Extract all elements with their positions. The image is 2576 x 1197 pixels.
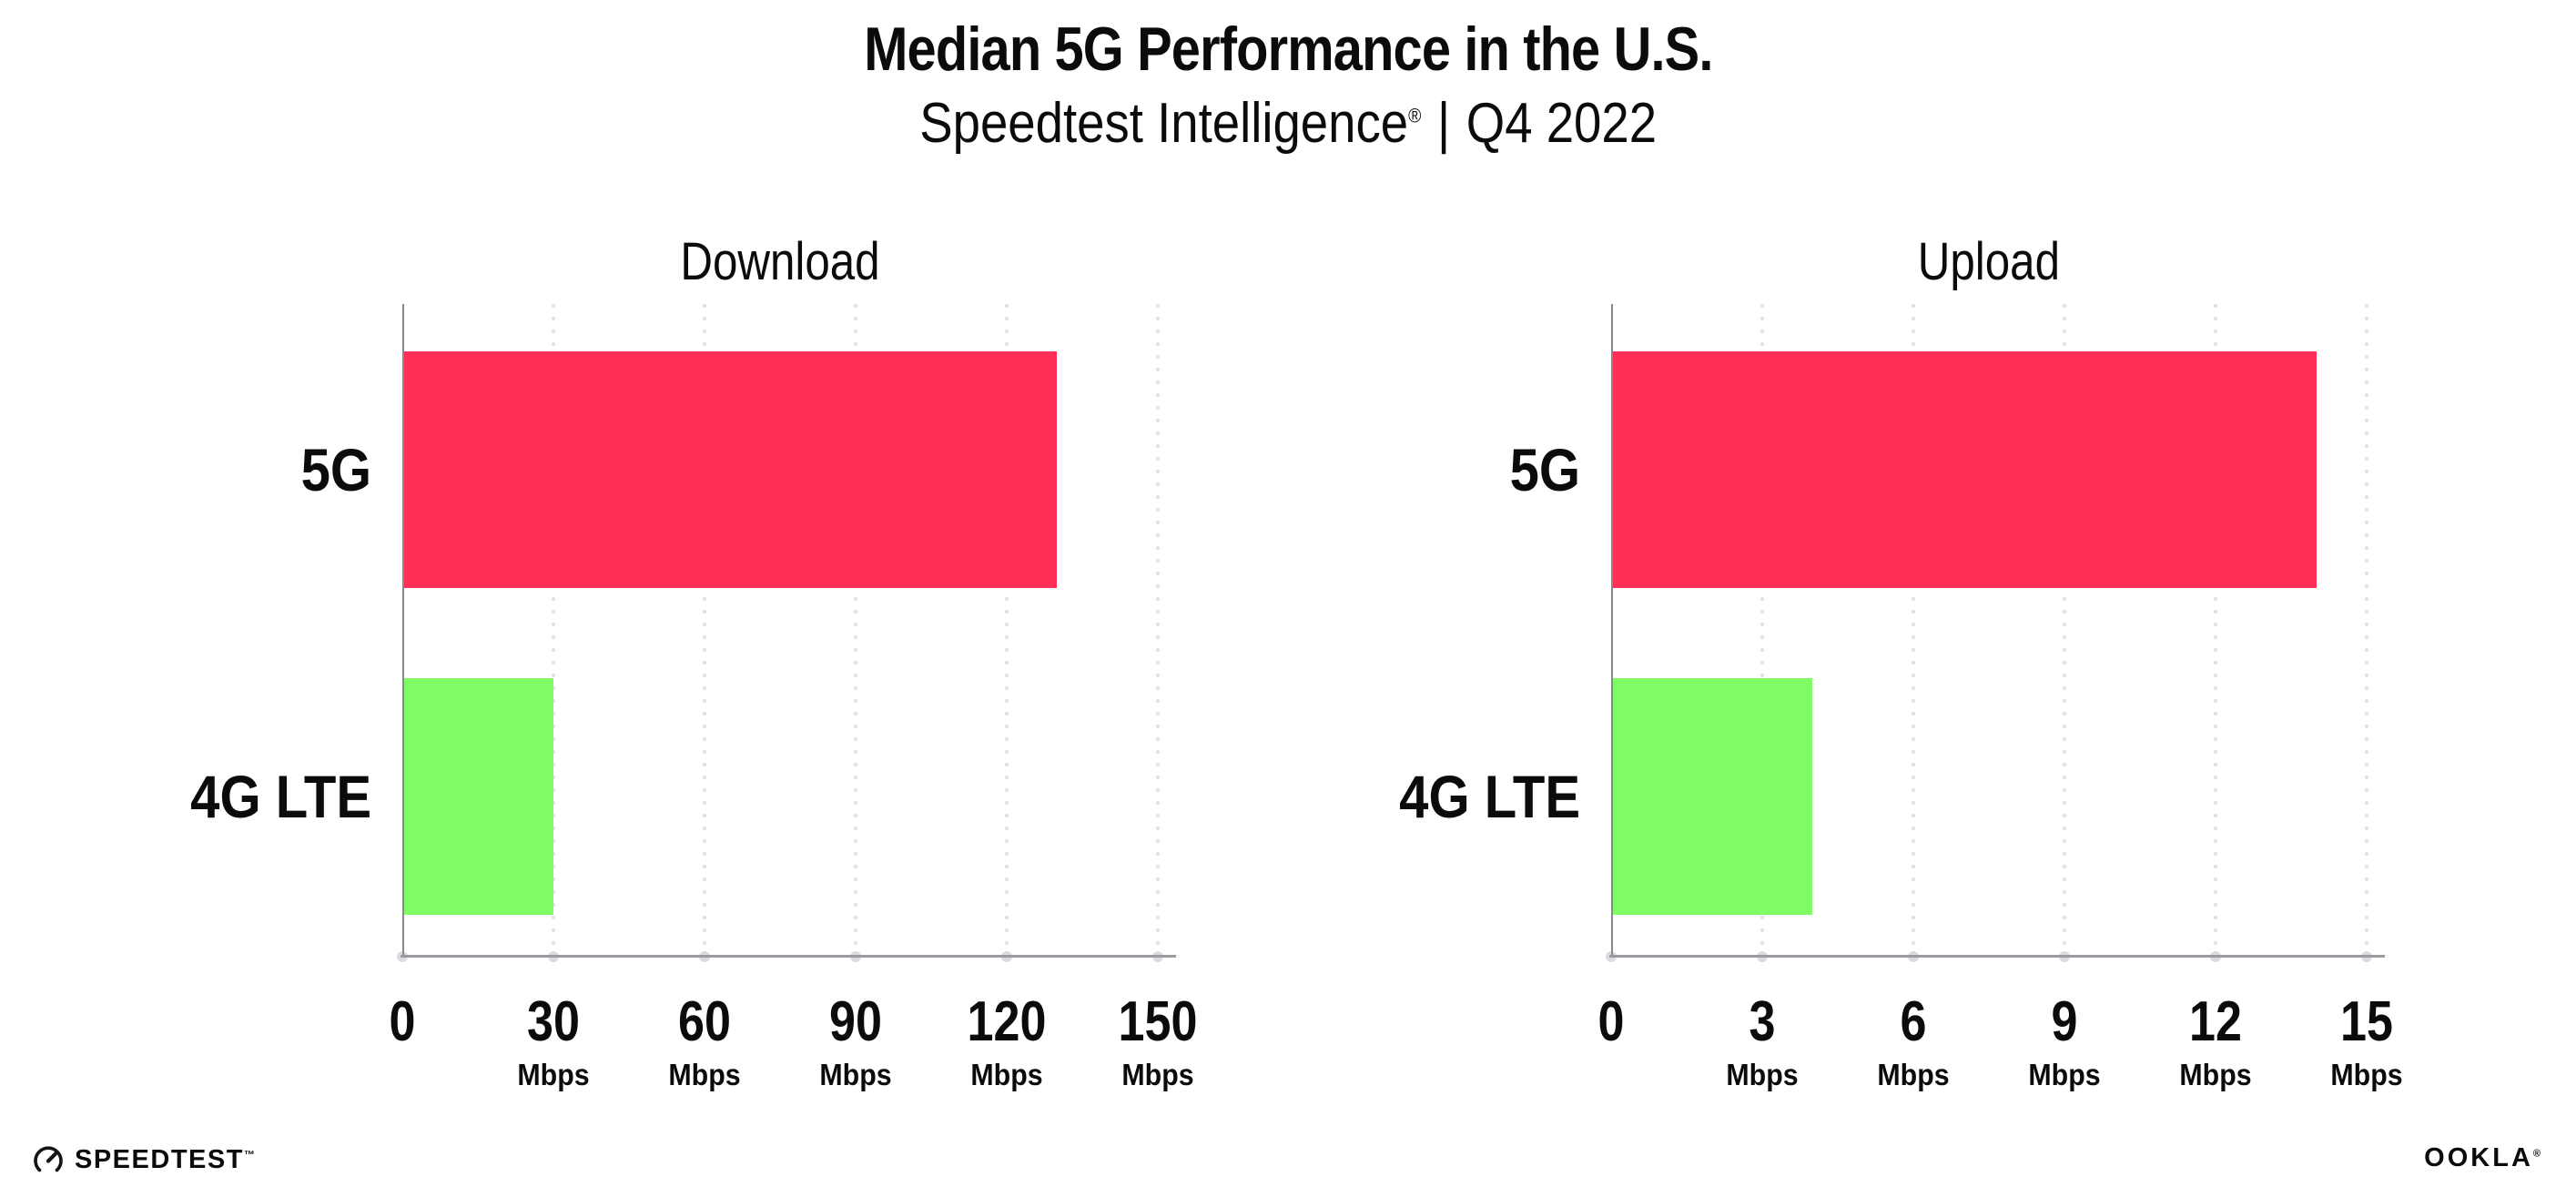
gridline-120 — [1005, 304, 1009, 955]
x-tick-label-0: 0 — [387, 955, 418, 1053]
plot-area — [397, 304, 1176, 962]
plot-area — [1606, 304, 2385, 962]
x-tick-label-15: 15 Mbps — [2328, 955, 2406, 1093]
y-axis-line — [1611, 304, 1613, 957]
tick-unit: Mbps — [819, 1058, 892, 1092]
gridline-90 — [854, 304, 857, 955]
trademark-mark: ™ — [243, 1147, 257, 1161]
tick-unit: Mbps — [1121, 1058, 1194, 1092]
tick-unit: Mbps — [1726, 1058, 1799, 1092]
chart-title-upload: Upload — [1917, 232, 2061, 291]
tick-value: 120 — [967, 990, 1047, 1053]
y-axis-line — [402, 304, 404, 957]
tick-unit: Mbps — [2179, 1058, 2252, 1092]
x-tick-label-30: 30 Mbps — [514, 955, 593, 1093]
category-labels: 5G 4G LTE — [111, 304, 371, 955]
tick-value: 0 — [389, 990, 416, 1053]
gridline-150 — [1156, 304, 1160, 955]
x-tick-label-3: 3 Mbps — [1723, 955, 1801, 1093]
gauge-icon — [34, 1146, 63, 1172]
gridline-12 — [2214, 304, 2217, 955]
category-label-5g: 5G — [300, 436, 371, 504]
tick-unit: Mbps — [1877, 1058, 1950, 1092]
subtitle-brand: Speedtest Intelligence — [919, 92, 1408, 155]
bar-5g — [402, 351, 1058, 589]
tick-value: 9 — [2051, 990, 2078, 1053]
x-tick-label-150: 150 Mbps — [1111, 955, 1204, 1093]
ookla-logo: OOKLA® — [2424, 1143, 2543, 1173]
category-label-5g: 5G — [1509, 436, 1580, 504]
page-subtitle: Speedtest Intelligence® | Q4 2022 — [0, 90, 2576, 157]
gridline-60 — [703, 304, 706, 955]
x-axis-line — [401, 955, 1176, 958]
ookla-wordmark: OOKLA® — [2424, 1143, 2543, 1172]
x-axis-labels: 0 3 Mbps 6 Mbps 9 Mbps 12 Mbps 15 Mbps — [1598, 955, 2403, 1110]
tick-value: 0 — [1597, 990, 1625, 1053]
tick-value: 150 — [1118, 990, 1198, 1053]
x-tick-label-6: 6 Mbps — [1874, 955, 1952, 1093]
tick-value: 15 — [2340, 990, 2393, 1053]
gridline-6 — [1912, 304, 1915, 955]
speedtest-logo: SPEEDTEST™ — [31, 1142, 256, 1177]
tick-value: 6 — [1900, 990, 1927, 1053]
gridline-9 — [2063, 304, 2066, 955]
gridline-3 — [1760, 304, 1764, 955]
tick-value: 30 — [527, 990, 580, 1053]
tick-value: 90 — [829, 990, 882, 1053]
tick-unit: Mbps — [668, 1058, 741, 1092]
page-title: Median 5G Performance in the U.S. — [863, 15, 1713, 84]
tick-unit: Mbps — [2028, 1058, 2101, 1092]
x-axis-labels: 0 30 Mbps 60 Mbps 90 Mbps 120 Mbps 150 Mbps — [390, 955, 1198, 1110]
category-label-4g-lte: 4G LTE — [1398, 763, 1580, 831]
tick-value: 12 — [2189, 990, 2242, 1053]
tick-value: 3 — [1749, 990, 1776, 1053]
download-chart-panel: Download 5G 4G LTE 0 30 Mbps 60 Mbps 90 Mbps 120… — [111, 218, 1198, 1111]
x-tick-label-90: 90 Mbps — [816, 955, 895, 1093]
header: Median 5G Performance in the U.S. Speedt… — [0, 11, 2576, 157]
gridline-15 — [2365, 304, 2368, 955]
speedtest-wordmark: SPEEDTEST™ — [75, 1144, 257, 1174]
bar-4g-lte — [402, 678, 553, 916]
category-labels: 5G 4G LTE — [1320, 304, 1580, 955]
x-axis-line — [1609, 955, 2385, 958]
category-label-4g-lte: 4G LTE — [189, 763, 371, 831]
x-tick-label-60: 60 Mbps — [665, 955, 744, 1093]
subtitle-separator: | — [1436, 92, 1451, 155]
tick-unit: Mbps — [970, 1058, 1043, 1092]
x-tick-label-12: 12 Mbps — [2176, 955, 2255, 1093]
x-tick-label-120: 120 Mbps — [959, 955, 1053, 1093]
chart-title-download: Download — [680, 232, 880, 291]
registered-mark: ® — [2532, 1148, 2543, 1160]
x-tick-label-0: 0 — [1596, 955, 1627, 1053]
tick-unit: Mbps — [2330, 1058, 2403, 1092]
bar-4g-lte — [1611, 678, 1813, 916]
bar-5g — [1611, 351, 2317, 589]
x-tick-label-9: 9 Mbps — [2025, 955, 2104, 1093]
gridline-30 — [552, 304, 555, 955]
upload-chart-panel: Upload 5G 4G LTE 0 3 Mbps 6 Mbps 9 Mbps 12 Mbps 15… — [1320, 218, 2403, 1111]
tick-value: 60 — [678, 990, 731, 1053]
subtitle-period: Q4 2022 — [1465, 92, 1657, 155]
registered-mark: ® — [1407, 104, 1422, 127]
tick-unit: Mbps — [517, 1058, 590, 1092]
